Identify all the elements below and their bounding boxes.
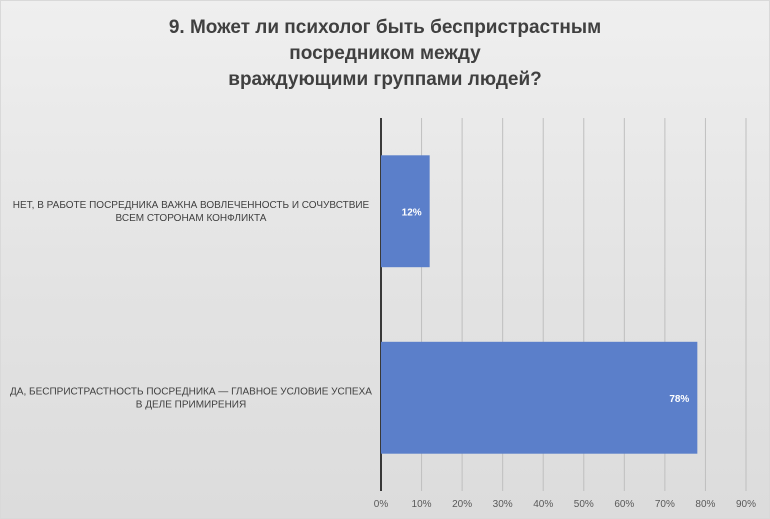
category-label: НЕТ, В РАБОТЕ ПОСРЕДНИКА ВАЖНА ВОВЛЕЧЕНН… xyxy=(13,200,370,224)
category-label-line: В ДЕЛЕ ПРИМИРЕНИЯ xyxy=(136,399,246,410)
chart-title: 9. Может ли психолог быть беспристрастны… xyxy=(1,15,769,93)
x-tick-label: 70% xyxy=(655,499,675,510)
x-tick-label: 80% xyxy=(695,499,715,510)
category-label-line: НЕТ, В РАБОТЕ ПОСРЕДНИКА ВАЖНА ВОВЛЕЧЕНН… xyxy=(13,200,370,211)
x-tick-label: 40% xyxy=(533,499,553,510)
x-tick-label: 10% xyxy=(412,499,432,510)
chart-title-line-2: посредником между xyxy=(289,43,481,64)
x-tick-label: 20% xyxy=(452,499,472,510)
category-label: ДА, БЕСПРИСТРАСТНОСТЬ ПОСРЕДНИКА — ГЛАВН… xyxy=(10,386,372,410)
category-label-line: ДА, БЕСПРИСТРАСТНОСТЬ ПОСРЕДНИКА — ГЛАВН… xyxy=(10,386,372,397)
x-tick-label: 90% xyxy=(736,499,756,510)
bar xyxy=(381,155,430,268)
x-tick-label: 60% xyxy=(614,499,634,510)
bar xyxy=(381,341,698,454)
x-tick-label: 30% xyxy=(493,499,513,510)
x-tick-label: 0% xyxy=(374,499,389,510)
chart-title-line-3: враждующими группами людей? xyxy=(228,69,542,90)
x-tick-label: 50% xyxy=(574,499,594,510)
category-label-line: ВСЕМ СТОРОНАМ КОНФЛИКТА xyxy=(116,213,267,224)
data-label: 12% xyxy=(402,207,422,218)
chart-title-line-1: 9. Может ли психолог быть беспристрастны… xyxy=(168,17,602,38)
data-label: 78% xyxy=(669,394,689,405)
